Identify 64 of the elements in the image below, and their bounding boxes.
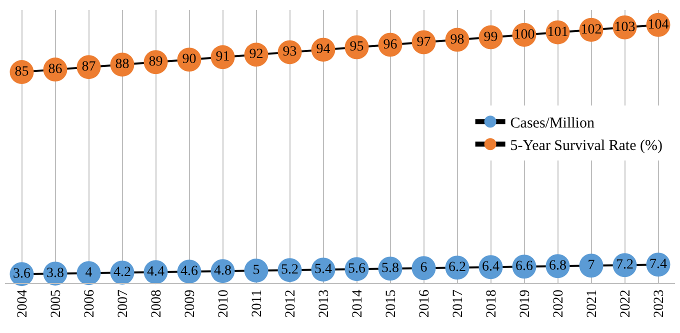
data-label: 6.8 (549, 258, 566, 274)
point (244, 258, 268, 283)
x-tick-label: 2018 (484, 290, 500, 318)
x-tick-label: 2008 (149, 290, 164, 318)
data-label: 86 (48, 62, 62, 78)
data-label: 87 (82, 60, 96, 75)
x-tick-label: 2019 (518, 290, 533, 318)
data-label: 102 (580, 22, 602, 38)
data-label: 4.6 (180, 264, 198, 280)
data-label: 88 (115, 57, 130, 72)
x-tick-label: 2014 (350, 290, 366, 318)
data-label: 99 (484, 30, 498, 45)
data-label: 7.4 (650, 257, 667, 272)
data-label: 89 (148, 54, 163, 70)
data-label: 101 (547, 24, 568, 40)
legend-label: Cases/Million (510, 115, 595, 132)
x-tick-label: 2007 (116, 290, 131, 318)
data-label: 91 (216, 50, 230, 65)
x-tick-label: 2017 (450, 290, 466, 318)
x-tick-label: 2006 (82, 290, 98, 318)
data-label: 7 (588, 258, 595, 274)
data-label: 95 (350, 40, 364, 55)
data-label: 3.8 (46, 266, 64, 282)
data-label: 3.6 (13, 266, 30, 282)
data-label: 96 (383, 37, 398, 52)
data-label: 4.2 (114, 265, 131, 280)
data-label: 4.4 (147, 264, 164, 280)
data-label: 85 (14, 64, 29, 80)
x-tick-label: 2015 (384, 290, 399, 318)
data-label: 104 (648, 17, 669, 32)
x-tick-label: 2022 (618, 290, 634, 318)
data-label: 6.6 (516, 259, 533, 274)
data-label: 5.2 (281, 262, 298, 278)
data-label: 103 (614, 20, 636, 35)
data-label: 90 (182, 52, 196, 68)
data-label: 97 (416, 34, 431, 50)
data-label: 4 (85, 266, 92, 281)
data-label: 5 (252, 263, 260, 278)
x-tick-label: 2012 (283, 290, 298, 318)
data-label: 6.2 (448, 260, 466, 276)
x-tick-label: 2009 (182, 290, 198, 318)
data-label: 7.2 (616, 258, 634, 273)
legend-label: 5-Year Survival Rate (%) (510, 138, 663, 154)
x-tick-label: 2011 (250, 290, 265, 318)
x-tick-label: 2010 (216, 290, 232, 318)
x-tick-label: 2004 (15, 290, 30, 318)
data-label: 93 (282, 44, 297, 60)
x-tick-label: 2021 (584, 290, 600, 318)
data-label: 4.8 (214, 264, 232, 279)
data-label: 98 (450, 32, 464, 48)
data-label: 100 (514, 27, 535, 42)
x-tick-label: 2020 (551, 290, 566, 318)
x-tick-label: 2016 (417, 290, 432, 318)
data-label: 5.8 (382, 261, 399, 276)
x-tick-label: 2023 (652, 290, 667, 318)
data-label: 92 (249, 47, 264, 62)
point (579, 254, 604, 278)
x-tick-label: 2013 (316, 290, 332, 318)
data-label: 94 (316, 42, 330, 58)
data-label: 6.4 (482, 260, 500, 275)
data-label: 6 (420, 260, 428, 276)
data-label: 5.4 (314, 262, 332, 278)
data-label: 5.6 (348, 262, 366, 277)
x-tick-label: 2005 (48, 290, 64, 318)
